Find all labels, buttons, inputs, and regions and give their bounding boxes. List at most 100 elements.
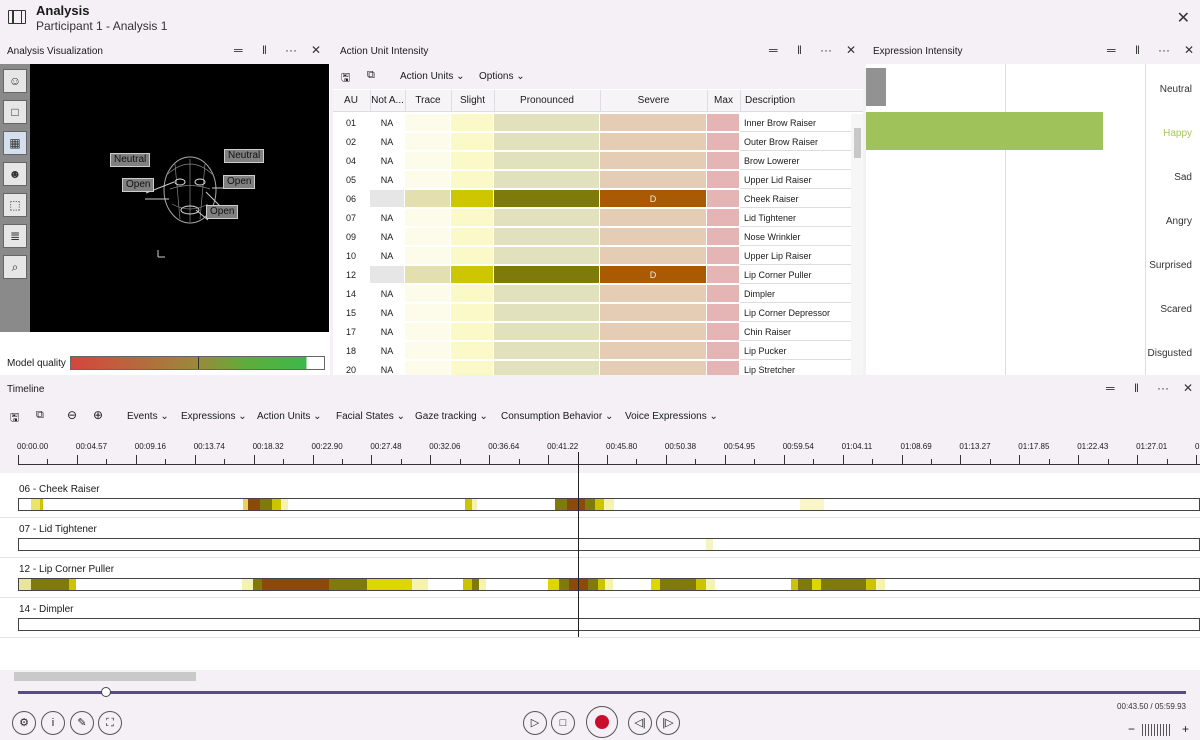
more-icon[interactable]: ···: [1157, 381, 1169, 395]
playhead[interactable]: [578, 452, 579, 637]
options-menu[interactable]: Options ⌄: [479, 71, 525, 82]
col-pronounced[interactable]: Pronounced: [494, 90, 599, 112]
settings-icon[interactable]: ⚙: [12, 711, 36, 735]
minimize-icon[interactable]: ═: [1107, 43, 1116, 57]
action-units-menu[interactable]: Action Units ⌄: [400, 71, 465, 82]
timeline-menu-expressions[interactable]: Expressions ⌄: [181, 411, 247, 422]
minimize-icon[interactable]: ═: [769, 43, 778, 57]
table-row[interactable]: 07 NA Lid Tightener: [333, 209, 851, 228]
info-icon[interactable]: i: [41, 711, 65, 735]
menu-label: Voice Expressions: [625, 411, 707, 422]
face-icon[interactable]: ☻: [3, 162, 27, 186]
pin-icon[interactable]: ‖: [1134, 381, 1139, 395]
track-segment: [659, 579, 697, 590]
more-icon[interactable]: ···: [820, 43, 832, 57]
table-row[interactable]: 14 NA Dimpler: [333, 285, 851, 304]
frame-icon[interactable]: ⬚: [3, 193, 27, 217]
magnifier-icon[interactable]: ⌕: [3, 255, 27, 279]
col-not-active[interactable]: Not A...: [370, 90, 404, 112]
table-row[interactable]: 04 NA Brow Lowerer: [333, 152, 851, 171]
play-icon[interactable]: ▷: [523, 711, 547, 735]
tick-label: 01:17.85: [1018, 442, 1050, 451]
stop-icon[interactable]: □: [551, 711, 575, 735]
grid-icon[interactable]: ▦: [3, 131, 27, 155]
save-icon[interactable]: 🖫: [341, 72, 351, 84]
tick-label: 00:22.90: [311, 442, 343, 451]
pin-icon[interactable]: ‖: [797, 43, 802, 57]
zoom-in-icon[interactable]: ⊕: [93, 408, 104, 422]
seek-knob[interactable]: [100, 687, 111, 697]
timeline-menu-voice-expressions[interactable]: Voice Expressions ⌄: [625, 411, 718, 422]
pin-icon[interactable]: ‖: [262, 43, 267, 57]
person-icon[interactable]: ☺: [3, 69, 27, 93]
more-icon[interactable]: ···: [1158, 43, 1170, 57]
copy-icon[interactable]: ⧉: [367, 69, 375, 81]
timeline-hscroll-thumb[interactable]: [14, 672, 196, 681]
close-icon[interactable]: ✕: [846, 43, 857, 57]
col-severe[interactable]: Severe: [600, 90, 706, 112]
timeline-menu-action-units[interactable]: Action Units ⌄: [257, 411, 322, 422]
tick-label: 00:45.80: [606, 442, 638, 451]
record-button[interactable]: [586, 706, 618, 738]
timeline-menu-gaze-tracking[interactable]: Gaze tracking ⌄: [415, 411, 488, 422]
seek-bar[interactable]: [18, 691, 1186, 694]
table-row[interactable]: 12 D Lip Corner Puller: [333, 266, 851, 285]
app-close-icon[interactable]: ✕: [1176, 10, 1190, 27]
zoom-minus-icon[interactable]: −: [1128, 722, 1136, 736]
model-quality-label: Model quality: [7, 358, 66, 369]
track-bar[interactable]: [18, 498, 1200, 511]
au-scrollbar[interactable]: [851, 114, 863, 375]
timeline-menu-consumption-behavior[interactable]: Consumption Behavior ⌄: [501, 411, 614, 422]
copy-icon[interactable]: ⧉: [36, 409, 44, 421]
track-segment: [329, 579, 368, 590]
table-row[interactable]: 17 NA Chin Raiser: [333, 323, 851, 342]
previous-frame-icon[interactable]: ◁|: [628, 711, 652, 735]
col-description[interactable]: Description: [740, 90, 851, 112]
minor-tick-mark: [518, 459, 520, 465]
more-icon[interactable]: ···: [285, 43, 297, 57]
menu-label: Action Units: [257, 411, 311, 422]
not-active-cell: NA: [370, 361, 404, 375]
table-row[interactable]: 06 D Cheek Raiser: [333, 190, 851, 209]
tick-label: 01:31: [1195, 442, 1200, 451]
tick-label: 01:22.43: [1077, 442, 1109, 451]
table-row[interactable]: 02 NA Outer Brow Raiser: [333, 133, 851, 152]
close-icon[interactable]: ✕: [1184, 43, 1195, 57]
save-icon[interactable]: 🖫: [10, 412, 20, 424]
track-bar[interactable]: [18, 618, 1200, 631]
square-icon[interactable]: □: [3, 100, 27, 124]
marker-icon[interactable]: ✎: [70, 711, 94, 735]
severe-cell: D: [600, 190, 706, 208]
close-icon[interactable]: ✕: [311, 43, 322, 57]
table-row[interactable]: 18 NA Lip Pucker: [333, 342, 851, 361]
minimize-icon[interactable]: ═: [1106, 381, 1115, 395]
max-cell: [707, 228, 739, 246]
minimize-icon[interactable]: ═: [234, 43, 243, 57]
timeline-menu-facial-states[interactable]: Facial States ⌄: [336, 411, 405, 422]
zoom-out-icon[interactable]: ⊖: [67, 408, 78, 422]
col-max[interactable]: Max: [707, 90, 739, 112]
au-scroll-thumb[interactable]: [854, 128, 861, 158]
col-au[interactable]: AU: [344, 95, 358, 106]
next-frame-icon[interactable]: |▷: [656, 711, 680, 735]
table-row[interactable]: 09 NA Nose Wrinkler: [333, 228, 851, 247]
zoom-slider[interactable]: [1142, 724, 1172, 736]
pronounced-cell: [494, 190, 599, 208]
table-row[interactable]: 05 NA Upper Lid Raiser: [333, 171, 851, 190]
zoom-plus-icon[interactable]: +: [1182, 722, 1190, 736]
col-trace[interactable]: Trace: [405, 90, 450, 112]
face-detect-icon[interactable]: ⛶: [98, 711, 122, 735]
chart-icon[interactable]: ≣: [3, 224, 27, 248]
track-bar[interactable]: [18, 538, 1200, 551]
timeline-hscrollbar[interactable]: [0, 670, 1200, 682]
table-row[interactable]: 20 NA Lip Stretcher: [333, 361, 851, 375]
track-bar[interactable]: [18, 578, 1200, 591]
table-row[interactable]: 10 NA Upper Lip Raiser: [333, 247, 851, 266]
slight-cell: [451, 323, 493, 341]
table-row[interactable]: 01 NA Inner Brow Raiser: [333, 114, 851, 133]
close-icon[interactable]: ✕: [1183, 381, 1194, 395]
timeline-menu-events[interactable]: Events ⌄: [127, 411, 169, 422]
pin-icon[interactable]: ‖: [1135, 43, 1140, 57]
col-slight[interactable]: Slight: [451, 90, 493, 112]
table-row[interactable]: 15 NA Lip Corner Depressor: [333, 304, 851, 323]
